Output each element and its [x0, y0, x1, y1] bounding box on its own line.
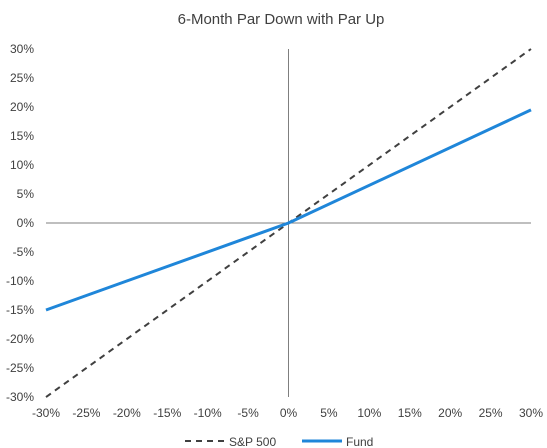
y-tick-label: 15%: [10, 129, 34, 143]
x-tick-label: -15%: [153, 406, 181, 420]
legend-label: S&P 500: [229, 435, 276, 448]
y-tick-label: -15%: [6, 303, 34, 317]
y-tick-labels: 30% 25% 20% 15% 10% 5% 0% -5% -10% -15% -20% -25% -3…: [6, 42, 34, 404]
x-tick-label: 30%: [519, 406, 543, 420]
x-tick-label: -30%: [32, 406, 60, 420]
x-tick-label: 10%: [357, 406, 381, 420]
x-tick-label: 25%: [479, 406, 503, 420]
x-tick-label: 15%: [398, 406, 422, 420]
y-tick-label: -25%: [6, 361, 34, 375]
y-tick-label: -30%: [6, 390, 34, 404]
x-tick-labels: -30% -25% -20% -15% -10% -5% 0% 5% 10% 15% 20% 25% 3…: [32, 406, 543, 420]
y-tick-label: -20%: [6, 332, 34, 346]
x-tick-label: 20%: [438, 406, 462, 420]
y-tick-label: 20%: [10, 100, 34, 114]
chart-title: 6-Month Par Down with Par Up: [178, 11, 385, 28]
y-tick-label: -10%: [6, 274, 34, 288]
x-tick-label: -5%: [237, 406, 259, 420]
legend: S&P 500 Fund: [185, 435, 373, 448]
y-tick-label: 30%: [10, 42, 34, 56]
y-tick-label: 5%: [17, 187, 35, 201]
x-tick-label: -10%: [194, 406, 222, 420]
x-tick-label: 0%: [280, 406, 298, 420]
y-tick-label: 0%: [17, 216, 35, 230]
series-line-1: [45, 108, 532, 312]
x-tick-label: -25%: [72, 406, 100, 420]
x-tick-label: -20%: [113, 406, 141, 420]
legend-label: Fund: [346, 435, 373, 448]
x-tick-label: 5%: [320, 406, 338, 420]
y-tick-label: 10%: [10, 158, 34, 172]
y-tick-label: -5%: [13, 245, 35, 259]
series-lines: [45, 48, 532, 398]
y-tick-label: 25%: [10, 71, 34, 85]
